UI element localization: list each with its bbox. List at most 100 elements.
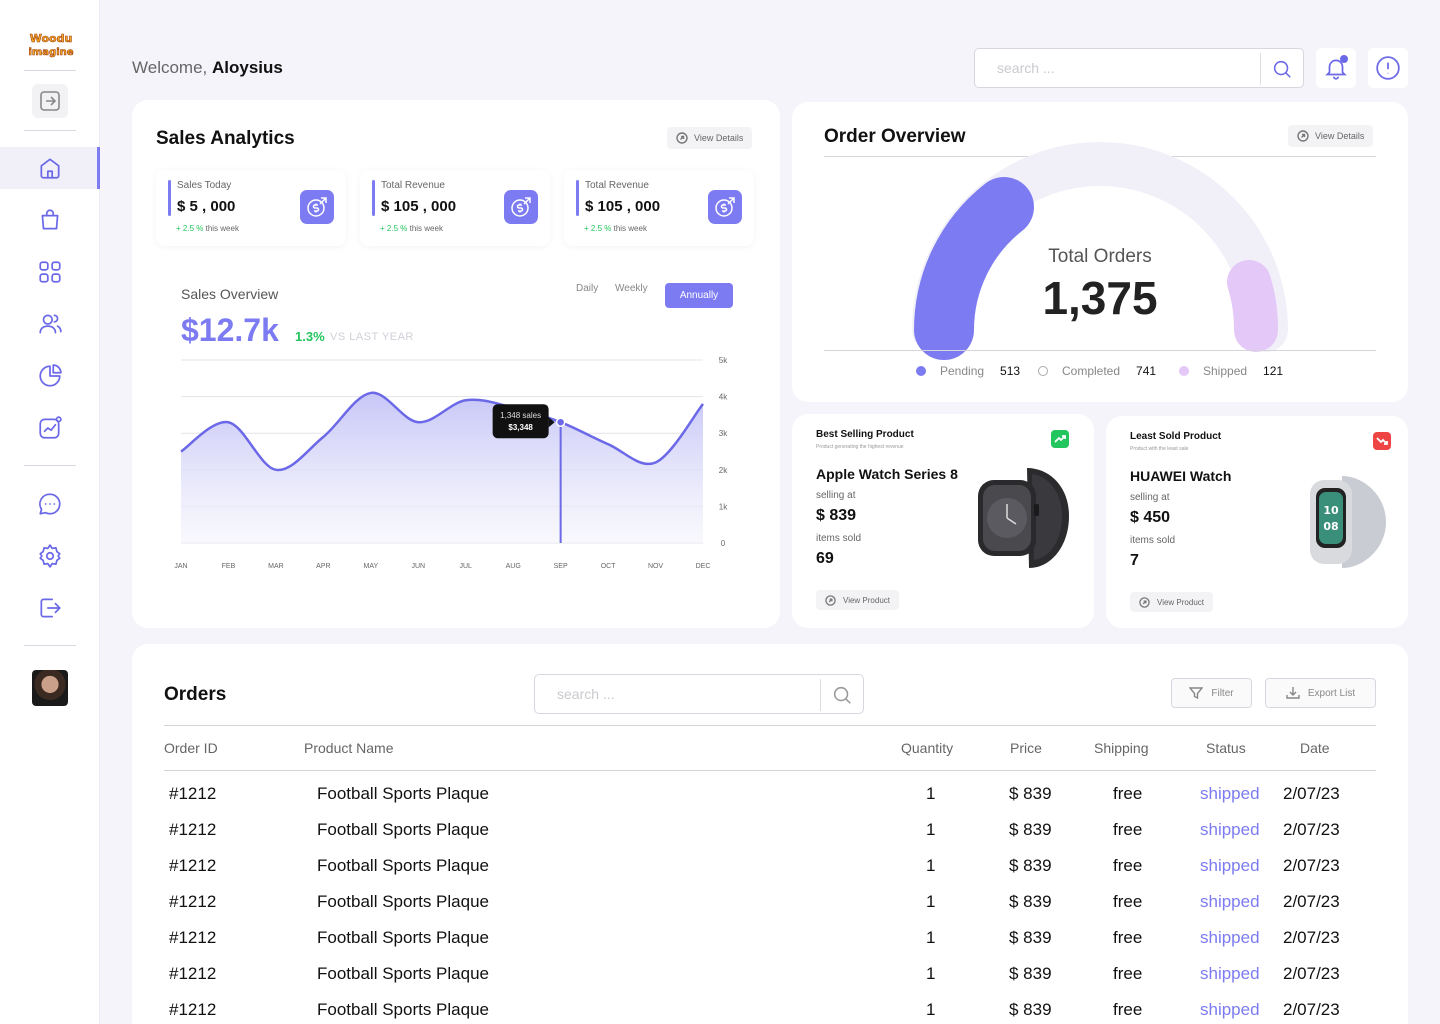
sidebar-item-reports[interactable] [0, 355, 100, 397]
items-sold-value: 7 [1130, 552, 1139, 569]
sidebar-divider [24, 465, 76, 466]
sidebar-item-apps[interactable] [0, 251, 100, 293]
view-product-button[interactable]: View Product [816, 590, 899, 610]
y-tick-label: 3k [719, 429, 728, 438]
avatar[interactable] [32, 670, 68, 706]
sales-overview-chart: 0 1k 2k 3k 4k 5k JAN FEB MAR APR MAY JUN JUL AUG SEP OC… [174, 356, 728, 570]
table-row[interactable]: #1212 Football Sports Plaque 1 $ 839 free shi… [164, 892, 1376, 928]
order-view-details-button[interactable]: View Details [1288, 125, 1374, 147]
cell-product-name: Football Sports Plaque [317, 892, 489, 911]
arrow-up-right-circle-icon [1139, 596, 1150, 608]
stat-icon-tile [708, 190, 742, 224]
legend-label: Shipped [1203, 364, 1248, 378]
sales-overview-vs: VS LAST YEAR [330, 331, 414, 343]
column-header-status[interactable]: Status [1206, 740, 1246, 756]
cell-quantity: 1 [926, 1000, 936, 1019]
home-icon [40, 158, 60, 179]
notifications-button[interactable] [1316, 48, 1356, 88]
tooltip-pointer [548, 417, 555, 428]
search-input[interactable]: search ... [974, 48, 1304, 88]
stat-accent-bar [168, 180, 171, 216]
x-tick-label: SEP [554, 563, 568, 570]
table-row[interactable]: #1212 Football Sports Plaque 1 $ 839 free shi… [164, 964, 1376, 1000]
brand-logo[interactable]: Woodu imagine [24, 30, 78, 60]
column-header-quantity[interactable]: Quantity [901, 740, 954, 756]
stat-card: Total Revenue $ 105 , 000 + 2.5 % this w… [564, 170, 754, 246]
welcome-text: Welcome, Aloysius [132, 58, 283, 78]
cell-date: 2/07/23 [1283, 784, 1340, 803]
cell-price: $ 839 [1009, 820, 1052, 839]
cell-date: 2/07/23 [1283, 928, 1340, 947]
sidebar-item-home[interactable] [0, 147, 100, 189]
product-price: $ 450 [1130, 509, 1171, 526]
cell-date: 2/07/23 [1283, 1000, 1340, 1019]
legend-divider [824, 350, 1376, 351]
svg-text:08: 08 [1323, 520, 1338, 533]
stat-card: Sales Today $ 5 , 000 + 2.5 % this week [156, 170, 346, 246]
sidebar-item-users[interactable] [0, 303, 100, 345]
column-header-price[interactable]: Price [1010, 740, 1042, 756]
sidebar-item-products[interactable] [0, 199, 100, 241]
stat-value: $ 5 , 000 [177, 198, 236, 215]
stat-label: Total Revenue [585, 180, 649, 191]
orders-card: Orders search ... Filter Export List Ord… [132, 644, 1408, 1024]
table-row[interactable]: #1212 Football Sports Plaque 1 $ 839 free shi… [164, 856, 1376, 892]
search-icon[interactable] [831, 684, 853, 706]
column-header-product-name[interactable]: Product Name [304, 740, 394, 756]
sidebar-item-analytics[interactable] [0, 407, 100, 449]
x-tick-label: JAN [174, 563, 187, 570]
sidebar-toggle-button[interactable] [32, 84, 68, 118]
sidebar-divider [24, 70, 76, 71]
search-icon[interactable] [1271, 58, 1293, 80]
column-header-order-id[interactable]: Order ID [164, 740, 218, 756]
users-icon [39, 314, 62, 334]
orders-gauge: Total Orders 1,375 [912, 142, 1288, 360]
y-tick-label: 2k [719, 466, 728, 475]
range-weekly-tab[interactable]: Weekly [615, 283, 648, 294]
range-annually-tab[interactable]: Annually [665, 283, 733, 308]
table-row[interactable]: #1212 Football Sports Plaque 1 $ 839 free shi… [164, 784, 1376, 820]
filter-icon [1189, 687, 1204, 700]
column-header-shipping[interactable]: Shipping [1094, 740, 1149, 756]
cell-quantity: 1 [926, 964, 936, 983]
column-header-date[interactable]: Date [1300, 740, 1330, 756]
orders-search-input[interactable]: search ... [534, 674, 864, 714]
view-product-label: View Product [843, 595, 890, 605]
y-tick-label: 0 [721, 539, 726, 548]
pie-chart-icon [39, 364, 62, 387]
cell-price: $ 839 [1009, 784, 1052, 803]
arrow-up-right-circle-icon [1297, 130, 1309, 142]
cell-price: $ 839 [1009, 964, 1052, 983]
legend-dot [916, 366, 926, 376]
sidebar-item-messages[interactable] [0, 483, 100, 525]
legend-shipped: Shipped 121 [1179, 364, 1283, 378]
table-row[interactable]: #1212 Football Sports Plaque 1 $ 839 free shi… [164, 928, 1376, 964]
stat-change-value: + 2.5 % [584, 224, 612, 233]
export-list-button[interactable]: Export List [1265, 678, 1376, 708]
apple-watch-image [978, 468, 1069, 568]
order-overview-title: Order Overview [824, 126, 966, 147]
sales-view-details-button[interactable]: View Details [667, 127, 753, 149]
table-row[interactable]: #1212 Football Sports Plaque 1 $ 839 free shi… [164, 1000, 1376, 1024]
export-label: Export List [1307, 687, 1356, 699]
x-tick-label: DEC [696, 563, 711, 570]
legend-label: Completed [1062, 364, 1121, 378]
stat-value: $ 105 , 000 [585, 198, 661, 215]
filter-button[interactable]: Filter [1171, 678, 1252, 708]
sales-analytics-card: Sales Analytics View Details Sales Today… [132, 100, 780, 628]
sidebar-item-logout[interactable] [0, 587, 100, 629]
range-daily-tab[interactable]: Daily [576, 283, 599, 294]
trending-chart-icon [39, 416, 62, 439]
info-button[interactable] [1368, 48, 1408, 88]
view-product-button[interactable]: View Product [1130, 592, 1213, 612]
order-overview-card: Order Overview View Details Total Orders… [792, 102, 1408, 402]
gauge-shipped-arc [1227, 260, 1278, 352]
sidebar-item-settings[interactable] [0, 535, 100, 577]
table-row[interactable]: #1212 Football Sports Plaque 1 $ 839 free shi… [164, 820, 1376, 856]
selling-label: selling at [1130, 492, 1170, 503]
cell-quantity: 1 [926, 820, 936, 839]
tooltip-amount: $3,348 [508, 423, 533, 432]
cell-product-name: Football Sports Plaque [317, 820, 489, 839]
trend-up-badge [1051, 430, 1069, 448]
trend-down-icon [1376, 437, 1388, 445]
